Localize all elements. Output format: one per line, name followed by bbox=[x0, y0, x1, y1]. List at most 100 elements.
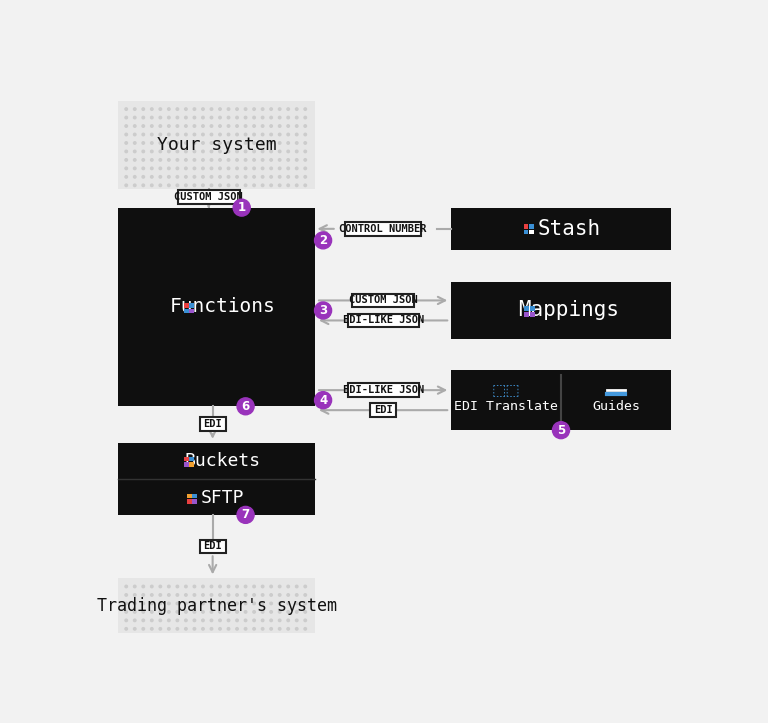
Circle shape bbox=[134, 133, 136, 136]
Circle shape bbox=[287, 619, 290, 622]
Circle shape bbox=[210, 176, 213, 178]
Text: 5: 5 bbox=[557, 424, 565, 437]
Circle shape bbox=[304, 594, 306, 596]
Circle shape bbox=[151, 158, 153, 161]
Circle shape bbox=[142, 158, 144, 161]
Circle shape bbox=[227, 184, 230, 187]
Circle shape bbox=[244, 585, 247, 588]
Circle shape bbox=[270, 585, 273, 588]
Circle shape bbox=[236, 184, 238, 187]
Circle shape bbox=[125, 142, 127, 144]
Circle shape bbox=[176, 108, 179, 111]
Circle shape bbox=[142, 619, 144, 622]
Circle shape bbox=[151, 125, 153, 127]
FancyBboxPatch shape bbox=[184, 309, 189, 313]
Circle shape bbox=[287, 133, 290, 136]
Circle shape bbox=[125, 125, 127, 127]
Circle shape bbox=[236, 602, 238, 604]
Circle shape bbox=[219, 602, 221, 604]
Circle shape bbox=[151, 585, 153, 588]
Circle shape bbox=[176, 142, 179, 144]
Circle shape bbox=[261, 116, 264, 119]
Circle shape bbox=[244, 594, 247, 596]
Circle shape bbox=[202, 628, 204, 630]
Circle shape bbox=[304, 628, 306, 630]
Circle shape bbox=[244, 133, 247, 136]
Circle shape bbox=[296, 619, 298, 622]
Circle shape bbox=[253, 585, 255, 588]
Circle shape bbox=[134, 158, 136, 161]
Circle shape bbox=[134, 585, 136, 588]
Circle shape bbox=[253, 594, 255, 596]
Circle shape bbox=[134, 628, 136, 630]
Circle shape bbox=[159, 594, 161, 596]
Circle shape bbox=[202, 125, 204, 127]
Circle shape bbox=[219, 611, 221, 613]
Circle shape bbox=[296, 585, 298, 588]
Circle shape bbox=[219, 108, 221, 111]
Circle shape bbox=[176, 619, 179, 622]
Circle shape bbox=[125, 619, 127, 622]
Circle shape bbox=[142, 611, 144, 613]
Circle shape bbox=[184, 133, 187, 136]
Circle shape bbox=[167, 116, 170, 119]
Circle shape bbox=[167, 133, 170, 136]
Circle shape bbox=[176, 167, 179, 170]
Circle shape bbox=[304, 116, 306, 119]
Circle shape bbox=[244, 619, 247, 622]
Circle shape bbox=[202, 108, 204, 111]
Circle shape bbox=[261, 176, 264, 178]
Circle shape bbox=[219, 150, 221, 153]
Circle shape bbox=[142, 142, 144, 144]
Text: ⬚⬚: ⬚⬚ bbox=[492, 383, 521, 398]
Circle shape bbox=[279, 116, 281, 119]
FancyBboxPatch shape bbox=[187, 494, 192, 498]
Circle shape bbox=[167, 585, 170, 588]
Circle shape bbox=[142, 585, 144, 588]
Circle shape bbox=[184, 142, 187, 144]
Circle shape bbox=[253, 142, 255, 144]
Circle shape bbox=[244, 602, 247, 604]
Circle shape bbox=[194, 108, 196, 111]
Circle shape bbox=[279, 619, 281, 622]
Text: EDI: EDI bbox=[204, 419, 222, 429]
Circle shape bbox=[296, 628, 298, 630]
Circle shape bbox=[142, 602, 144, 604]
Circle shape bbox=[142, 150, 144, 153]
Circle shape bbox=[279, 628, 281, 630]
Circle shape bbox=[287, 150, 290, 153]
Circle shape bbox=[167, 611, 170, 613]
Circle shape bbox=[315, 232, 332, 249]
Circle shape bbox=[202, 142, 204, 144]
Circle shape bbox=[261, 619, 264, 622]
FancyBboxPatch shape bbox=[190, 457, 194, 461]
Circle shape bbox=[151, 142, 153, 144]
Circle shape bbox=[210, 116, 213, 119]
Circle shape bbox=[304, 150, 306, 153]
Circle shape bbox=[210, 585, 213, 588]
Circle shape bbox=[261, 150, 264, 153]
FancyBboxPatch shape bbox=[524, 306, 529, 311]
Circle shape bbox=[159, 585, 161, 588]
Circle shape bbox=[159, 142, 161, 144]
FancyBboxPatch shape bbox=[193, 499, 197, 504]
Circle shape bbox=[125, 594, 127, 596]
Circle shape bbox=[194, 142, 196, 144]
Circle shape bbox=[176, 125, 179, 127]
Circle shape bbox=[159, 108, 161, 111]
Circle shape bbox=[184, 150, 187, 153]
Circle shape bbox=[125, 116, 127, 119]
Circle shape bbox=[236, 167, 238, 170]
Circle shape bbox=[142, 108, 144, 111]
Circle shape bbox=[151, 150, 153, 153]
Circle shape bbox=[125, 602, 127, 604]
Circle shape bbox=[304, 125, 306, 127]
Circle shape bbox=[210, 594, 213, 596]
Circle shape bbox=[244, 108, 247, 111]
Circle shape bbox=[279, 176, 281, 178]
Circle shape bbox=[159, 176, 161, 178]
Circle shape bbox=[233, 199, 250, 216]
Circle shape bbox=[151, 176, 153, 178]
Circle shape bbox=[142, 133, 144, 136]
Circle shape bbox=[279, 585, 281, 588]
